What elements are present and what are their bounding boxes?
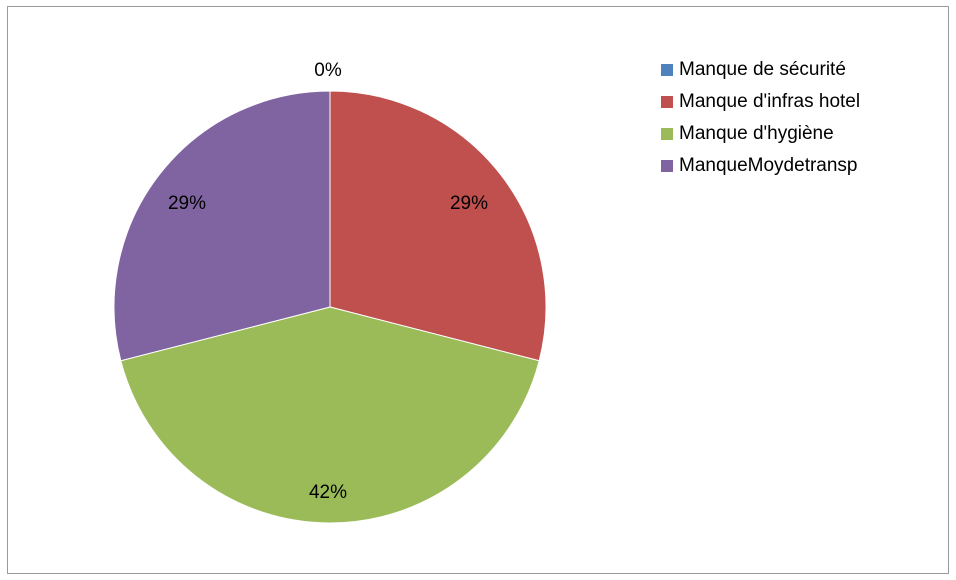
legend-item-securite: Manque de sécurité xyxy=(661,54,860,86)
legend-swatch xyxy=(661,160,673,172)
pie-slice-hygiene xyxy=(120,306,540,524)
legend-item-transport: ManqueMoydetransp xyxy=(661,150,860,182)
legend-swatch xyxy=(661,64,673,76)
legend-label: Manque d'hygiène xyxy=(679,123,834,144)
legend-item-hygiene: Manque d'hygiène xyxy=(661,118,860,150)
legend-swatch xyxy=(661,128,673,140)
legend-label: Manque de sécurité xyxy=(679,59,846,80)
legend-label: ManqueMoydetransp xyxy=(679,155,858,176)
legend: Manque de sécurité Manque d'infras hotel… xyxy=(661,54,860,182)
legend-label: Manque d'infras hotel xyxy=(679,91,861,112)
data-label-securite: 0% xyxy=(314,60,342,81)
pie-slice-transport xyxy=(113,90,331,362)
data-label-infras-hotel: 29% xyxy=(450,193,488,214)
pie-slice-infras-hotel xyxy=(329,90,547,362)
legend-swatch xyxy=(661,96,673,108)
data-label-transport: 29% xyxy=(168,193,206,214)
data-label-hygiene: 42% xyxy=(309,482,347,503)
legend-item-infras-hotel: Manque d'infras hotel xyxy=(661,86,860,118)
